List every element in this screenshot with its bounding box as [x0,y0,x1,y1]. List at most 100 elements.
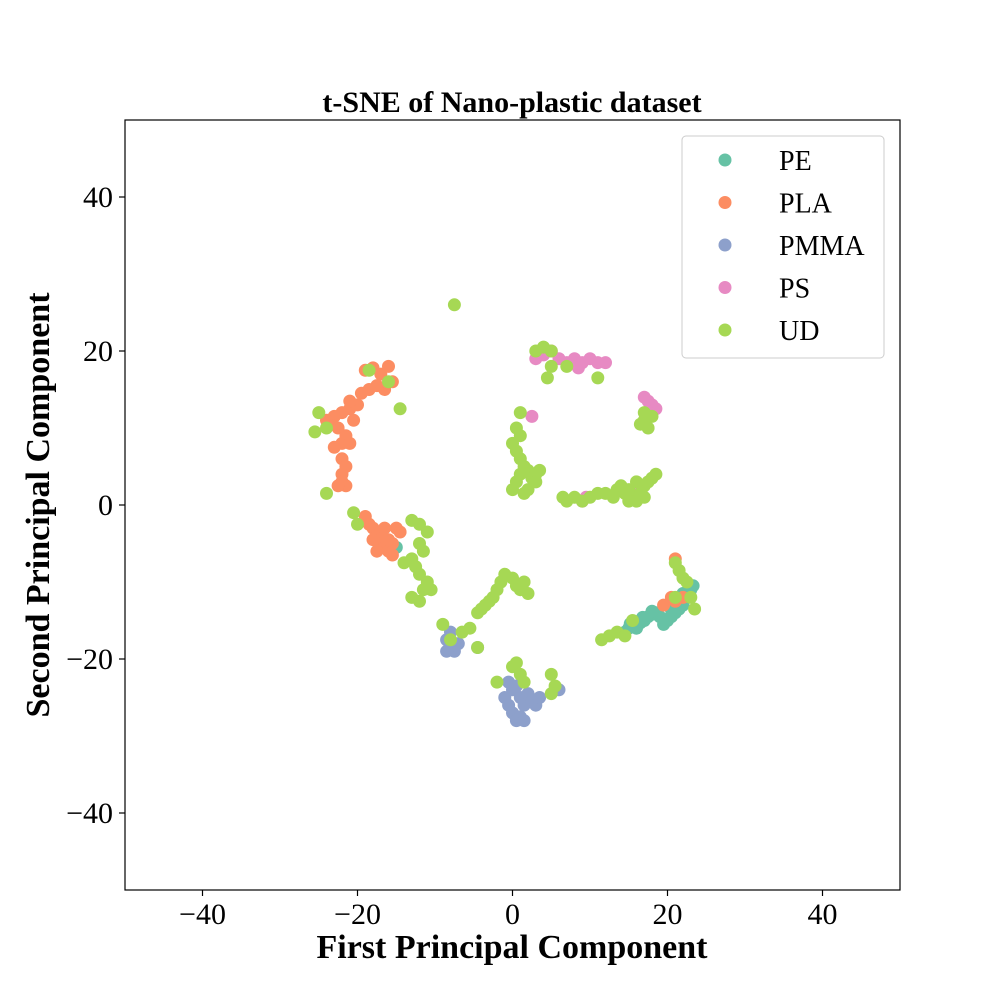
point-pla-48 [657,598,671,612]
point-ud-71 [540,371,554,385]
y-axis-label: Second Principal Component [20,292,57,718]
point-pla-26 [347,413,361,427]
point-ud-70 [544,359,558,373]
y-tick-label: 40 [83,181,113,214]
point-ud-65 [533,463,547,477]
point-pla-37 [382,533,395,547]
point-ud-9 [351,517,364,531]
point-pla-3 [382,359,395,373]
point-ps-16 [525,409,539,423]
point-pla-43 [385,548,399,562]
point-ud-44 [509,656,523,670]
point-ud-25 [444,633,457,647]
point-ud-39 [517,575,531,589]
point-ud-93 [630,475,643,489]
point-ud-61 [509,421,523,435]
point-ud-69 [544,344,558,358]
legend-entry-pe: PE [718,146,812,177]
point-ps-10 [571,361,585,375]
point-ud-7 [320,486,333,500]
scatter-points [308,298,702,728]
x-tick-label: −40 [179,898,226,931]
point-ud-12 [420,525,434,539]
point-ud-5 [382,375,395,389]
point-ud-47 [544,667,558,681]
axis-ticks: −40 −20 0 20 40 −40 −20 0 20 40 [66,181,837,931]
point-pla-41 [370,544,384,558]
point-pla-18 [327,440,341,454]
point-pe-25 [636,610,650,624]
y-tick-label: 20 [83,335,113,368]
x-tick-label: 0 [505,898,520,931]
point-ud-62 [513,406,527,420]
point-ud-41 [471,641,485,654]
point-pmma-21 [533,691,547,704]
point-ud-105 [626,614,640,627]
point-ud-104 [618,629,632,643]
point-ud-4 [362,363,376,377]
point-ud-110 [684,590,698,604]
point-pla-39 [393,525,407,539]
point-ud-6 [393,402,407,416]
point-ud-95 [622,494,636,508]
legend-label: PMMA [779,231,865,262]
legend-label: PS [779,274,810,305]
point-ud-98 [641,421,655,435]
point-ud-66 [517,486,531,500]
point-pla-27 [343,394,357,408]
x-axis-label: First Principal Component [317,929,709,966]
point-ud-49 [544,687,558,701]
point-ud-92 [649,467,663,481]
legend-label: PE [779,146,812,177]
point-ps-9 [599,356,612,370]
point-pla-19 [343,436,357,450]
legend: PE PLA PMMA PS UD [681,135,885,359]
point-pe-22 [657,617,671,631]
point-ud-3 [320,421,333,435]
point-ud-21 [413,594,426,608]
point-ud-0 [447,298,461,312]
y-tick-label: −40 [66,797,113,830]
legend-marker [718,196,732,209]
point-pe-21 [645,604,659,618]
point-ud-72 [560,359,574,373]
point-ud-112 [668,590,682,604]
point-pla-42 [378,521,392,535]
point-pla-25 [331,479,345,493]
point-ud-1 [312,406,326,420]
y-tick-label: −20 [66,643,113,676]
legend-label: PLA [779,189,833,220]
legend-entry-ps: PS [718,274,810,305]
point-pmma-19 [517,714,531,728]
point-pla-8 [354,386,368,400]
point-ud-94 [637,490,651,504]
legend-entry-pmma: PMMA [718,231,865,262]
legend-marker [718,281,732,294]
y-tick-label: 0 [98,489,113,522]
point-ud-40 [521,587,535,600]
point-ud-109 [680,575,694,589]
legend-label: UD [779,316,819,347]
point-ud-42 [490,675,504,689]
legend-box [681,135,885,359]
point-ud-111 [688,602,702,616]
point-ud-73 [591,371,605,385]
point-ud-23 [424,583,438,597]
point-ud-64 [529,475,543,489]
point-pmma-20 [502,675,516,689]
legend-entry-pla: PLA [718,189,833,220]
point-ud-27 [463,621,477,635]
x-tick-label: −20 [334,898,381,931]
point-ud-8 [347,506,361,520]
legend-marker [718,323,732,337]
legend-entry-ud: UD [718,316,819,347]
point-ud-24 [436,617,450,631]
x-tick-label: 40 [808,898,838,931]
point-ud-46 [517,675,531,689]
point-ud-14 [416,544,430,558]
point-pla-40 [366,533,380,547]
point-ud-100 [637,406,651,420]
chart-title: t-SNE of Nano-plastic dataset [322,86,701,119]
point-ud-2 [308,425,322,439]
